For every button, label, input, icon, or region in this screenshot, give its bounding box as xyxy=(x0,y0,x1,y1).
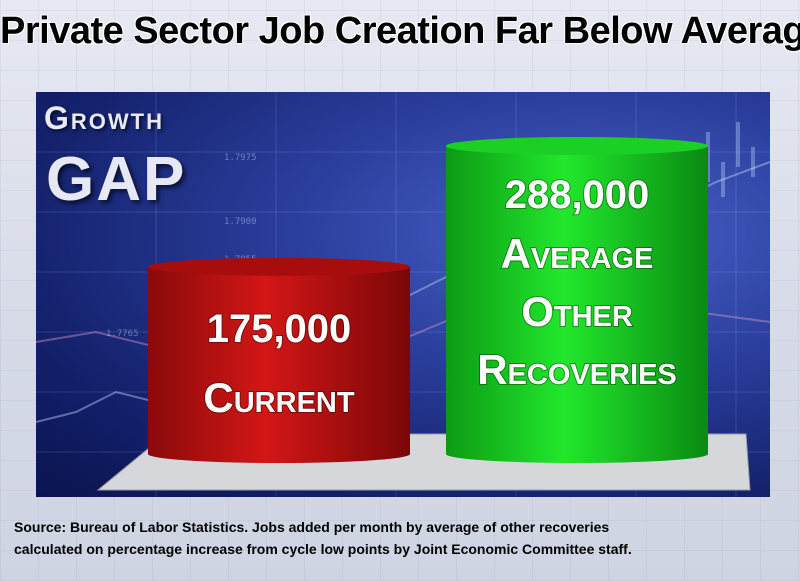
gap-label: GAP xyxy=(46,145,187,214)
source-line-1: Source: Bureau of Labor Statistics. Jobs… xyxy=(14,519,610,535)
value-label-average-other-recoveries: 288,000 xyxy=(505,173,650,217)
bar-current xyxy=(148,266,410,463)
bar-top-average-other-recoveries xyxy=(446,137,708,155)
growth-label: Growth xyxy=(44,100,164,136)
ticker-label-1: 1.7975 xyxy=(224,153,257,163)
ticker-label-2: 1.7900 xyxy=(224,217,257,227)
category-label-average-other-recoveries-1: Average xyxy=(501,230,654,277)
bar-top-current xyxy=(148,257,410,276)
category-label-average-other-recoveries-3: Recoveries xyxy=(477,346,677,393)
source-note: Source: Bureau of Labor Statistics. Jobs… xyxy=(14,516,790,560)
category-label-current-1: Current xyxy=(203,374,354,421)
chart-panel: 1.7975 1.7900 1.7855 1.7765 Growth GAP 1… xyxy=(36,92,770,497)
category-label-average-other-recoveries-2: Other xyxy=(521,288,633,335)
value-label-current: 175,000 xyxy=(207,307,352,351)
source-line-2: calculated on percentage increase from c… xyxy=(14,541,632,557)
ticker-label-4: 1.7765 xyxy=(106,329,139,339)
bar-average-other-recoveries xyxy=(446,146,708,463)
bar-chart: 175,000 Current 288,000 Average Other Recover… xyxy=(96,137,751,491)
page-title: Private Sector Job Creation Far Below Av… xyxy=(0,10,800,52)
